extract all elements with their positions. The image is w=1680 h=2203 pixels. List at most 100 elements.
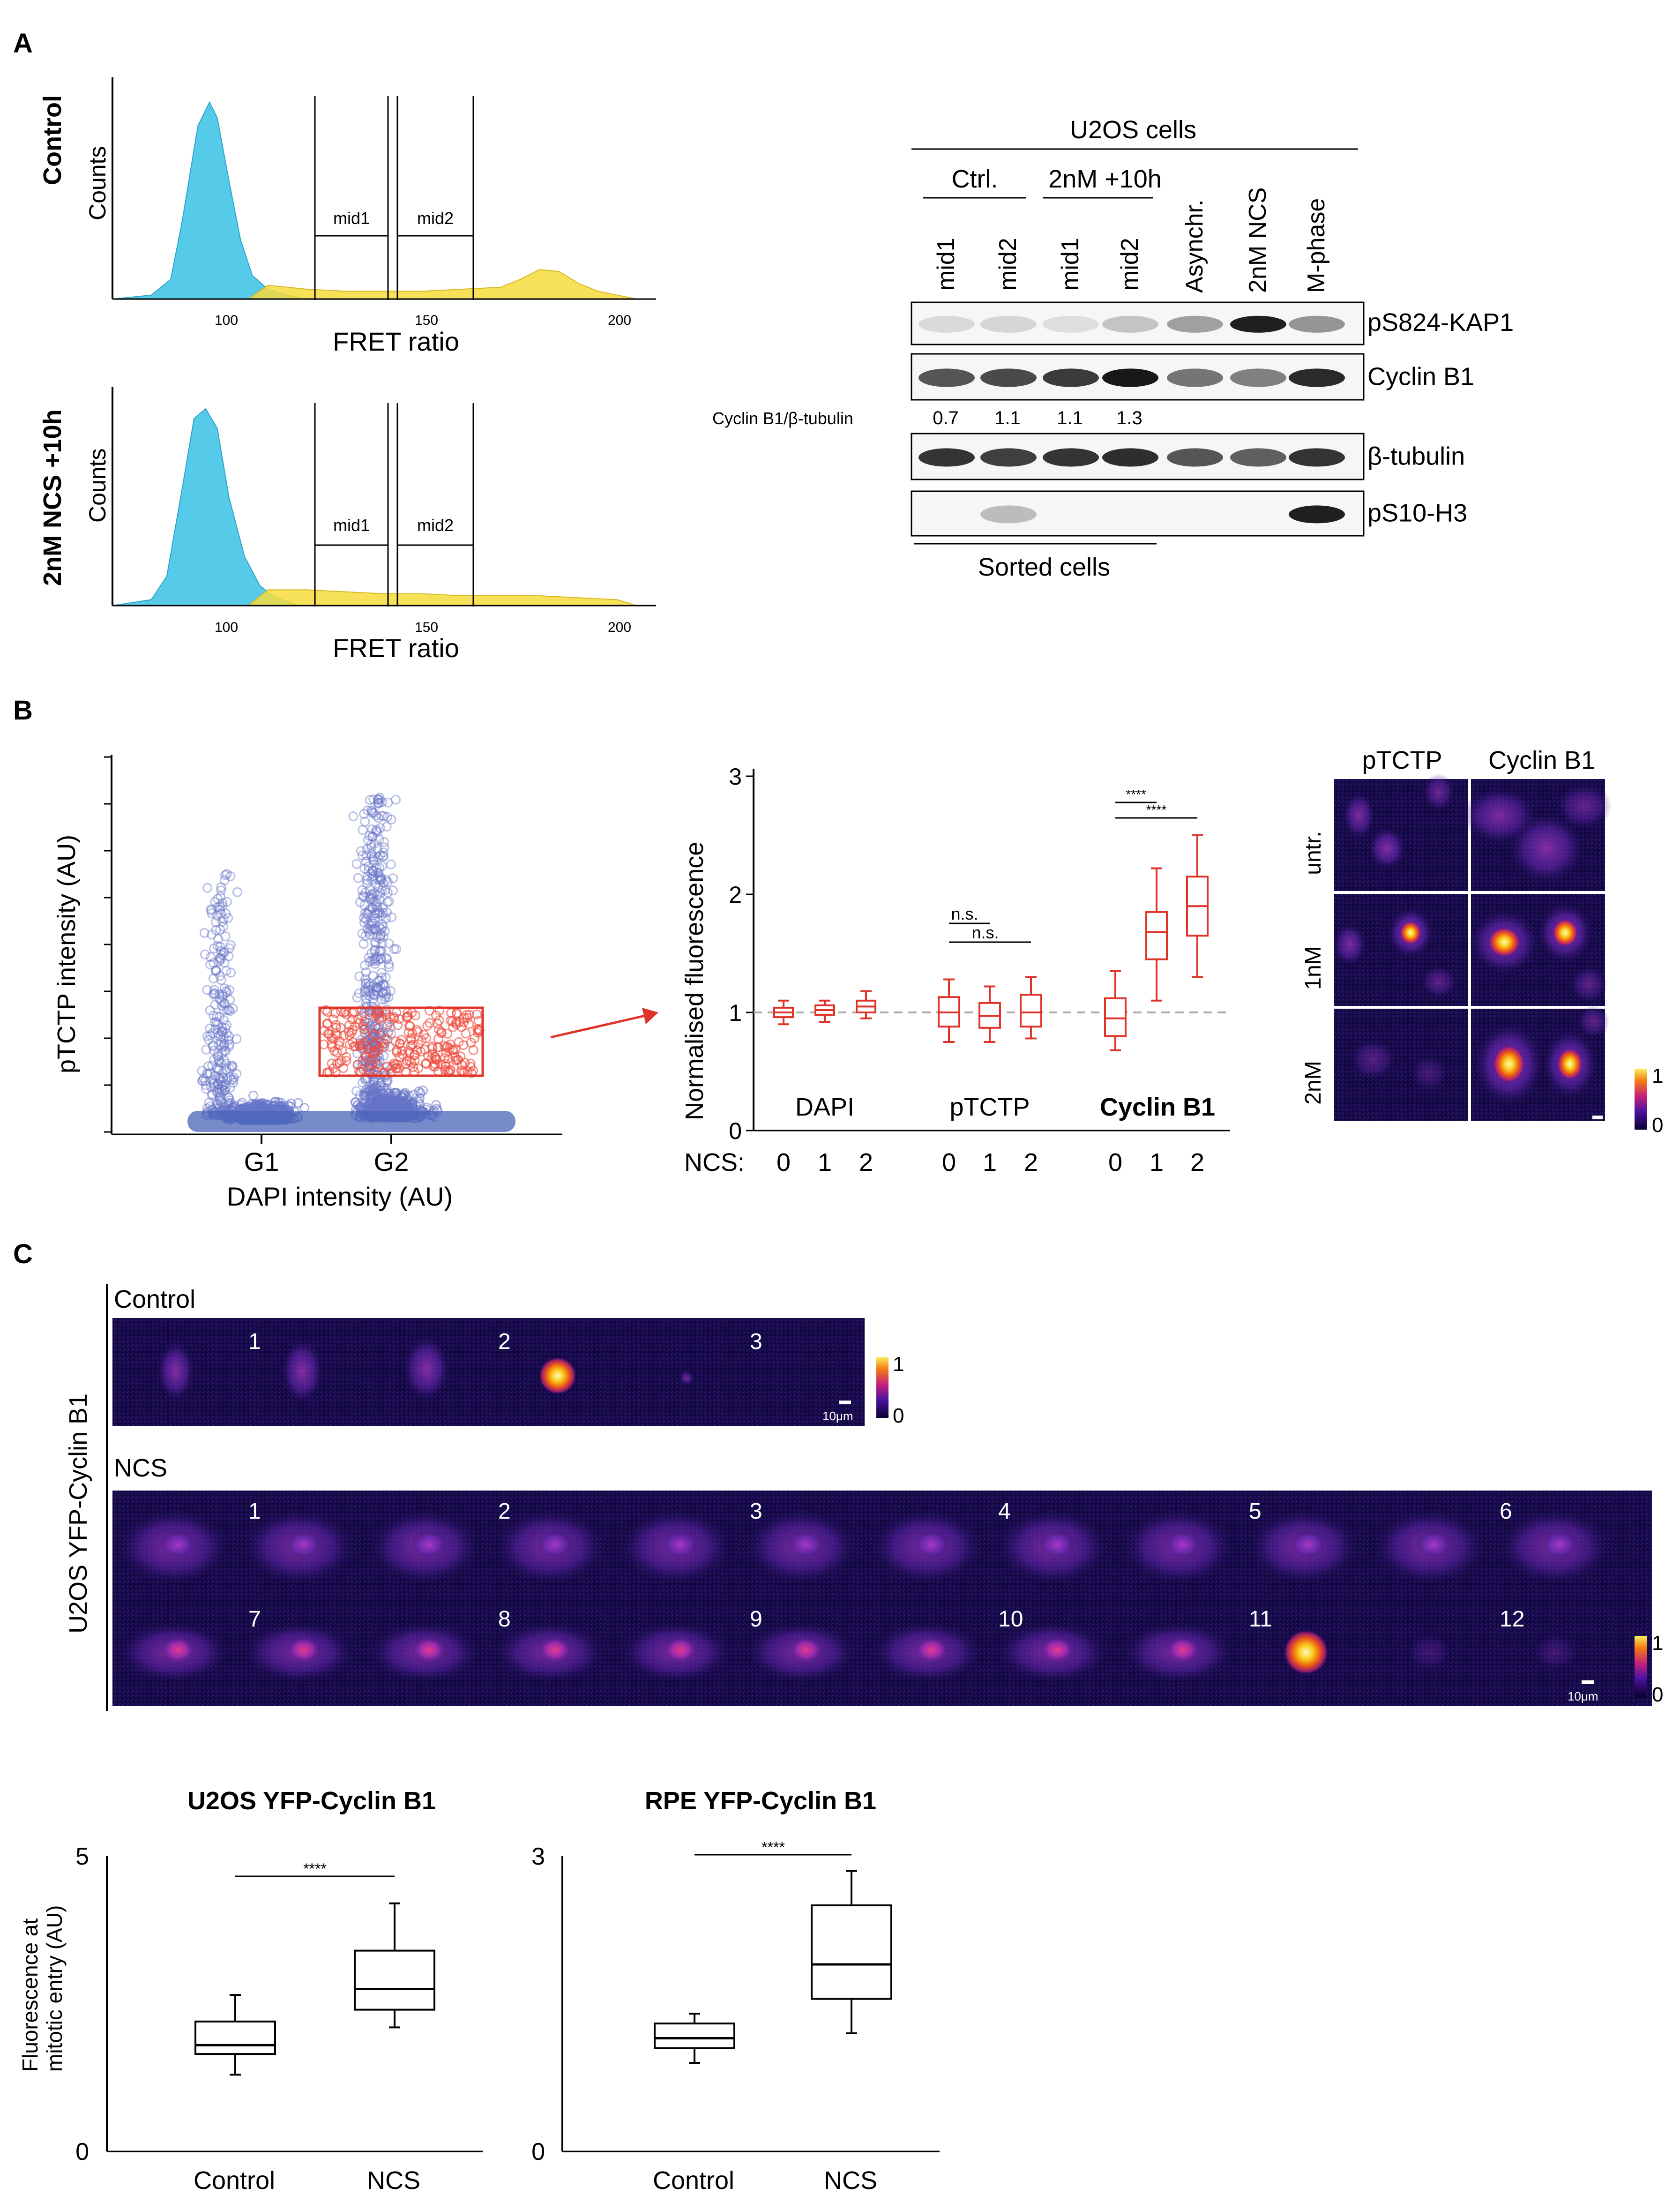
ratio-label: Cyclin B1/β-tubulin bbox=[712, 409, 853, 428]
scatter-point bbox=[208, 1040, 218, 1050]
scatter-point bbox=[375, 1093, 386, 1103]
scatter-point bbox=[365, 831, 374, 841]
scatter-point bbox=[353, 873, 363, 883]
scatter-point bbox=[221, 908, 231, 919]
flow-series-g2 bbox=[247, 589, 637, 606]
cell-bright-region bbox=[1557, 1048, 1583, 1080]
frame-number: 3 bbox=[750, 1499, 762, 1524]
scatter-point-highlight bbox=[432, 1054, 442, 1064]
scatter-point bbox=[361, 994, 372, 1004]
scatter-point bbox=[370, 913, 381, 923]
scatter-point bbox=[369, 937, 380, 947]
scatter-point bbox=[210, 989, 220, 999]
scatter-point bbox=[385, 1091, 396, 1102]
scatter-point bbox=[375, 873, 385, 883]
blot-band bbox=[1043, 448, 1099, 467]
box bbox=[194, 2020, 276, 2055]
frame-number: 1 bbox=[248, 1329, 261, 1354]
scatter-point bbox=[210, 1081, 220, 1091]
scatter-point bbox=[358, 1089, 369, 1100]
scatter-point bbox=[365, 1084, 375, 1094]
scatter-point bbox=[377, 1099, 387, 1109]
blot-band bbox=[980, 315, 1037, 333]
frame-number: 1 bbox=[248, 1499, 261, 1524]
scatter-point bbox=[210, 1000, 220, 1010]
box bbox=[1145, 911, 1168, 960]
scatter-point bbox=[199, 1073, 209, 1084]
scatter-point bbox=[367, 806, 377, 817]
lane-label: mid1 bbox=[1057, 238, 1084, 291]
scatter-point bbox=[231, 1034, 242, 1044]
scatter-point bbox=[212, 911, 222, 921]
scatter-point bbox=[207, 1089, 217, 1099]
blot-band bbox=[918, 448, 975, 467]
scatter-point-highlight bbox=[442, 1028, 453, 1039]
flow-series-g2 bbox=[246, 269, 637, 300]
scatter-point bbox=[227, 1062, 238, 1072]
scatter-point bbox=[374, 946, 384, 956]
scatter-point-highlight bbox=[367, 1060, 378, 1070]
scatter-point bbox=[367, 865, 378, 876]
scatter-point bbox=[215, 1073, 225, 1084]
scatter-point bbox=[216, 952, 226, 963]
scatter-point bbox=[390, 1093, 401, 1103]
scatter-point bbox=[370, 959, 380, 969]
scatter-point-highlight bbox=[376, 1012, 387, 1022]
frame-number: 3 bbox=[750, 1329, 762, 1354]
scatter-point-highlight bbox=[462, 1013, 472, 1023]
blot-band bbox=[1289, 448, 1345, 467]
scatter-point bbox=[214, 1084, 224, 1094]
scalebar-label: 10μm bbox=[1568, 1689, 1598, 1703]
cat-control: Control bbox=[194, 2166, 275, 2195]
flow-plot-control: Control Counts mid1 mid2 100 150 200 FRE… bbox=[38, 77, 656, 356]
scatter-point bbox=[219, 947, 229, 958]
blot-band bbox=[1289, 505, 1345, 524]
scatter-point bbox=[378, 851, 388, 861]
scatter-point bbox=[383, 992, 394, 1003]
scatter-point bbox=[205, 1102, 215, 1112]
scatter-point bbox=[208, 989, 218, 1000]
colorbar bbox=[1635, 1636, 1647, 1697]
scatter-point bbox=[371, 1087, 381, 1097]
scatter-point bbox=[374, 1098, 384, 1108]
scatter-point bbox=[374, 834, 384, 844]
scatter-point bbox=[357, 1101, 367, 1111]
col-cyclin-b1: Cyclin B1 bbox=[1488, 746, 1595, 774]
scatter-point bbox=[364, 892, 374, 902]
scatter-point-highlight bbox=[369, 1065, 379, 1075]
blot-band bbox=[980, 505, 1037, 524]
scatter-point bbox=[366, 948, 377, 959]
scatter-point bbox=[219, 958, 230, 968]
scatter-point bbox=[369, 888, 380, 899]
cell-mitotic bbox=[1284, 1630, 1329, 1675]
scatter-point bbox=[204, 1034, 214, 1045]
lane-label: M-phase bbox=[1303, 198, 1330, 293]
scatter-point bbox=[365, 1101, 375, 1111]
scatter-point bbox=[217, 1027, 228, 1038]
blot-rows: pS824-KAP1 Cyclin B1 β-tubulin pS10-H3 bbox=[911, 301, 1514, 537]
scatter-point bbox=[352, 992, 362, 1003]
scatter-point bbox=[367, 893, 378, 904]
scatter-point bbox=[357, 885, 367, 895]
blot-band bbox=[1102, 448, 1158, 467]
scatter-point bbox=[209, 943, 219, 953]
scatter-point bbox=[205, 1030, 216, 1041]
significance-label: **** bbox=[1126, 787, 1146, 802]
scatter-point bbox=[224, 1005, 234, 1015]
scatter-point bbox=[373, 1094, 384, 1104]
blot-band bbox=[1230, 368, 1286, 387]
scatter-point bbox=[216, 975, 226, 985]
scatter-point bbox=[381, 992, 391, 1002]
scatter-point bbox=[364, 952, 374, 963]
scatter-point bbox=[211, 966, 221, 976]
scatter-point bbox=[212, 1079, 223, 1089]
scatter-point bbox=[379, 1083, 389, 1093]
colorbar bbox=[876, 1357, 889, 1418]
scatter-point bbox=[384, 938, 394, 949]
scatter-point bbox=[210, 1071, 220, 1081]
scatter-point bbox=[215, 1095, 225, 1106]
scatter-point bbox=[360, 984, 370, 994]
scatter-point-highlight bbox=[369, 1030, 379, 1040]
scatter-point bbox=[211, 917, 221, 927]
scatter-point bbox=[368, 981, 379, 991]
